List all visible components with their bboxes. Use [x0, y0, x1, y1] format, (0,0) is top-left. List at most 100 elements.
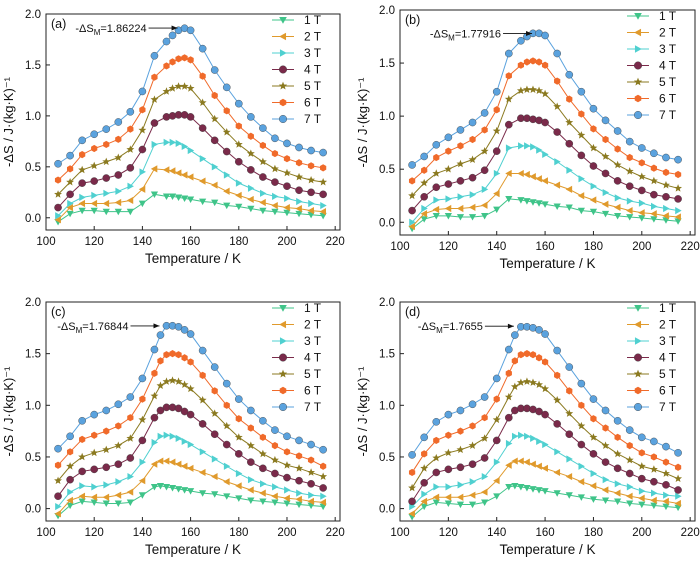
data-point: [469, 478, 477, 486]
y-axis-label: -ΔS / J·(kg·K)⁻¹: [1, 76, 16, 167]
data-point: [674, 449, 682, 457]
data-point: [674, 486, 682, 494]
data-point: [529, 85, 537, 93]
x-tick-label: 140: [487, 527, 506, 539]
data-point: [535, 175, 542, 183]
data-point: [505, 413, 513, 422]
series-7t: [408, 29, 682, 169]
data-point: [174, 322, 183, 331]
data-point: [169, 138, 177, 146]
data-point: [138, 374, 147, 383]
data-point: [675, 492, 682, 500]
data-point: [138, 185, 146, 193]
data-point: [103, 481, 110, 489]
data-point: [408, 161, 416, 169]
data-point: [493, 458, 501, 466]
data-point: [260, 480, 267, 488]
legend-label: 7 T: [659, 108, 677, 122]
data-point: [295, 501, 303, 509]
data-point: [186, 384, 195, 393]
data-point: [626, 153, 633, 162]
data-point: [198, 396, 207, 404]
data-point: [271, 426, 279, 434]
data-point: [180, 487, 189, 494]
data-point: [577, 207, 585, 215]
data-point: [541, 358, 549, 366]
legend-marker: [634, 320, 642, 329]
data-point: [421, 204, 428, 213]
data-point: [91, 431, 98, 439]
legend-label: 6 T: [304, 384, 322, 398]
data-point: [590, 182, 598, 190]
data-point: [150, 165, 158, 173]
data-point: [320, 492, 327, 500]
data-point: [505, 49, 513, 58]
data-point: [602, 188, 610, 197]
legend-label: 1 T: [659, 301, 677, 315]
data-point: [187, 56, 194, 64]
legend-marker: [279, 98, 287, 107]
data-point: [180, 82, 189, 90]
data-point: [150, 391, 159, 400]
data-point: [102, 199, 110, 208]
data-point: [516, 378, 525, 386]
y-tick-label: 1.5: [379, 58, 395, 70]
data-point: [55, 502, 62, 511]
data-point: [589, 196, 597, 204]
data-point: [613, 449, 622, 458]
data-point: [66, 177, 75, 186]
data-point: [541, 61, 549, 69]
data-point: [468, 501, 477, 509]
data-point: [589, 208, 598, 216]
data-point: [535, 462, 542, 470]
series-1t: [54, 483, 327, 520]
data-point: [541, 89, 550, 98]
data-point: [150, 345, 159, 354]
data-point: [307, 456, 315, 464]
data-point: [444, 493, 452, 501]
data-point: [114, 153, 123, 162]
data-point: [247, 184, 255, 192]
data-point: [493, 190, 500, 198]
data-point: [541, 384, 550, 393]
series-1t: [54, 191, 327, 226]
data-point: [247, 406, 255, 415]
data-point: [126, 393, 135, 401]
x-tick-label: 120: [439, 241, 458, 253]
data-point: [456, 126, 465, 134]
data-point: [420, 497, 428, 505]
legend-marker: [634, 304, 642, 312]
data-point: [235, 179, 243, 187]
legend-marker: [278, 369, 288, 378]
y-tick-label: 0.5: [379, 452, 395, 464]
data-point: [79, 482, 86, 490]
data-point: [156, 483, 165, 490]
data-point: [480, 147, 489, 155]
data-point: [151, 438, 159, 447]
data-point: [234, 99, 243, 108]
data-point: [577, 192, 585, 200]
data-point: [102, 157, 111, 166]
data-point: [234, 395, 243, 403]
x-tick-label: 160: [535, 241, 554, 253]
data-point: [187, 440, 195, 449]
data-point: [601, 497, 610, 504]
data-point: [186, 84, 195, 92]
y-tick-label: 1.5: [379, 349, 395, 361]
data-point: [674, 195, 682, 203]
data-point: [650, 437, 658, 446]
data-point: [247, 195, 254, 204]
data-point: [90, 410, 98, 419]
data-point: [420, 178, 429, 187]
data-point: [649, 465, 658, 473]
data-point: [445, 483, 452, 491]
data-point: [565, 204, 573, 212]
data-point: [589, 143, 598, 152]
legend-marker: [634, 353, 643, 362]
data-point: [222, 421, 231, 430]
data-point: [163, 431, 171, 439]
data-point: [553, 203, 561, 210]
data-point: [151, 140, 159, 149]
data-point: [456, 501, 465, 509]
data-point: [444, 448, 453, 457]
